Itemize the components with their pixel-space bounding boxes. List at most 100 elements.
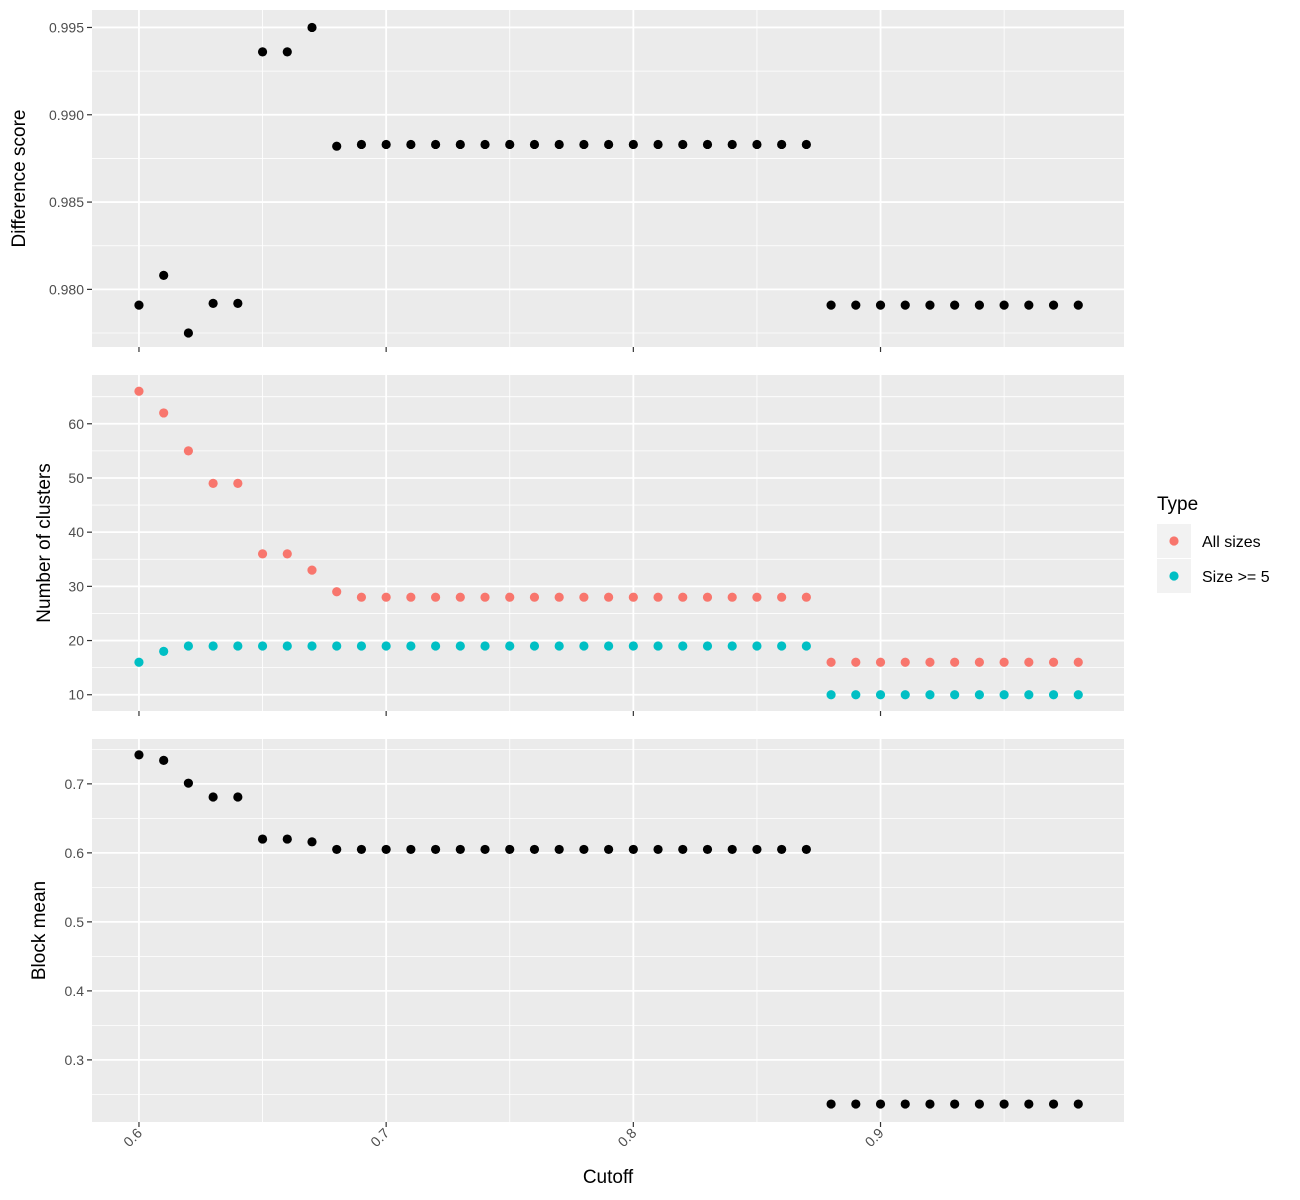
data-point — [628, 844, 638, 855]
data-point — [430, 139, 441, 150]
data-point — [282, 641, 292, 651]
data-point — [233, 298, 243, 308]
data-point — [332, 141, 342, 151]
data-point — [208, 641, 218, 651]
data-point — [554, 139, 564, 150]
data-point — [183, 328, 194, 338]
data-point — [604, 844, 614, 855]
x-tick-label: 0.7 — [367, 1125, 392, 1150]
data-point — [752, 139, 762, 150]
data-point — [777, 592, 787, 602]
data-point — [307, 837, 317, 847]
data-point — [381, 139, 391, 150]
data-point — [529, 844, 540, 855]
data-point — [159, 270, 169, 281]
data-point — [480, 641, 490, 651]
y-axis-title: Difference score — [9, 110, 30, 248]
data-point — [653, 844, 663, 855]
data-point — [430, 592, 441, 602]
data-point — [208, 478, 218, 488]
data-point — [208, 792, 218, 802]
y-tick-label: 0.7 — [65, 776, 85, 792]
data-point — [1024, 690, 1034, 700]
data-point — [183, 778, 194, 788]
data-point — [554, 844, 564, 855]
data-point — [851, 690, 861, 700]
data-point — [678, 139, 688, 150]
data-point — [999, 1099, 1009, 1109]
data-point — [579, 139, 589, 150]
data-point — [480, 139, 490, 150]
data-point — [183, 641, 194, 651]
data-point — [455, 592, 465, 602]
data-point — [777, 641, 787, 651]
data-point — [653, 592, 663, 602]
data-point — [752, 844, 762, 855]
data-point — [356, 641, 367, 651]
data-point — [332, 844, 342, 855]
y-tick-label: 20 — [68, 633, 84, 649]
data-point — [554, 641, 564, 651]
y-tick-label: 10 — [68, 687, 84, 703]
data-point — [529, 641, 540, 651]
data-point — [430, 641, 441, 651]
data-point — [950, 300, 960, 310]
y-tick-label: 50 — [68, 470, 84, 486]
data-point — [1073, 657, 1083, 667]
data-point — [851, 657, 861, 667]
y-tick-label: 0.4 — [65, 983, 85, 999]
data-point — [1073, 300, 1083, 310]
y-tick-label: 0.980 — [49, 281, 84, 297]
legend-label: Size >= 5 — [1202, 569, 1270, 586]
data-point — [875, 690, 886, 700]
data-point — [159, 755, 169, 765]
data-point — [851, 300, 861, 310]
data-point — [1048, 690, 1059, 700]
data-point — [727, 641, 737, 651]
x-tick-label: 0.6 — [120, 1125, 145, 1150]
y-tick-label: 0.995 — [49, 19, 84, 35]
legend-title: Type — [1157, 494, 1198, 515]
data-point — [1048, 657, 1059, 667]
data-point — [678, 844, 688, 855]
data-point — [307, 641, 317, 651]
data-point — [381, 844, 391, 855]
y-axis-title: Block mean — [29, 881, 50, 980]
data-point — [777, 844, 787, 855]
data-point — [752, 641, 762, 651]
data-point — [579, 592, 589, 602]
data-point — [875, 657, 886, 667]
data-point — [1048, 1099, 1059, 1109]
data-point — [455, 139, 465, 150]
data-point — [579, 844, 589, 855]
data-point — [900, 300, 910, 310]
data-point — [406, 844, 416, 855]
data-point — [257, 641, 268, 651]
data-point — [505, 592, 515, 602]
y-axis-title: Number of clusters — [34, 463, 55, 622]
data-point — [653, 641, 663, 651]
data-point — [925, 690, 935, 700]
data-point — [801, 592, 811, 602]
panel-background — [92, 739, 1124, 1122]
data-point — [628, 139, 638, 150]
data-point — [356, 139, 367, 150]
data-point — [134, 657, 144, 667]
data-point — [332, 587, 342, 597]
y-tick-label: 0.3 — [65, 1052, 85, 1068]
data-point — [134, 300, 144, 310]
data-point — [678, 641, 688, 651]
data-point — [356, 592, 367, 602]
x-tick-label: 0.9 — [862, 1125, 887, 1150]
panel-difference-score: 0.980 0.985 0.990 0.995 Difference score — [9, 10, 1124, 352]
data-point — [702, 641, 713, 651]
data-point — [480, 592, 490, 602]
legend-label: All sizes — [1202, 534, 1261, 551]
data-point — [332, 641, 342, 651]
data-point — [134, 386, 144, 396]
data-point — [579, 641, 589, 651]
panel-background — [92, 10, 1124, 347]
y-tick-label: 0.985 — [49, 194, 84, 210]
legend: Type All sizes Size >= 5 — [1157, 494, 1270, 593]
data-point — [900, 690, 910, 700]
